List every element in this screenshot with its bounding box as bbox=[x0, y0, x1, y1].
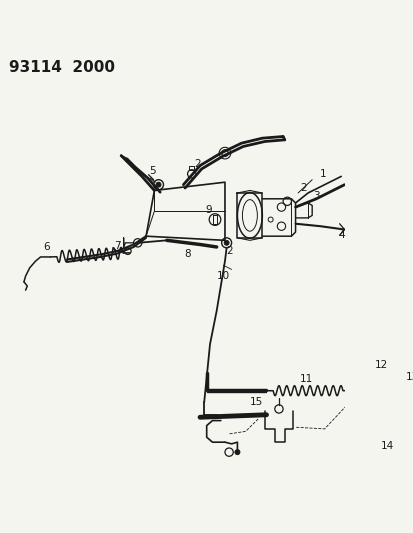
Text: 12: 12 bbox=[374, 360, 387, 370]
Bar bbox=[353, 409, 394, 432]
Text: 11: 11 bbox=[299, 374, 312, 384]
Text: 4: 4 bbox=[338, 230, 344, 239]
Bar bbox=[353, 376, 390, 405]
Text: 2: 2 bbox=[194, 159, 200, 169]
Text: 2: 2 bbox=[225, 246, 232, 256]
Circle shape bbox=[234, 450, 240, 455]
Text: 1: 1 bbox=[319, 169, 325, 179]
Text: 9: 9 bbox=[204, 205, 211, 215]
Text: 6: 6 bbox=[43, 242, 50, 252]
Text: 10: 10 bbox=[216, 271, 229, 281]
Circle shape bbox=[223, 240, 228, 245]
Text: 15: 15 bbox=[249, 397, 263, 407]
Text: 7: 7 bbox=[114, 241, 120, 251]
Text: 5: 5 bbox=[149, 166, 156, 176]
Text: 8: 8 bbox=[184, 249, 190, 260]
Text: 93114  2000: 93114 2000 bbox=[9, 60, 115, 75]
Circle shape bbox=[156, 182, 161, 187]
Text: 3: 3 bbox=[312, 191, 319, 201]
Text: 14: 14 bbox=[380, 440, 393, 450]
Text: 2: 2 bbox=[300, 183, 306, 193]
Text: 13: 13 bbox=[405, 373, 413, 382]
